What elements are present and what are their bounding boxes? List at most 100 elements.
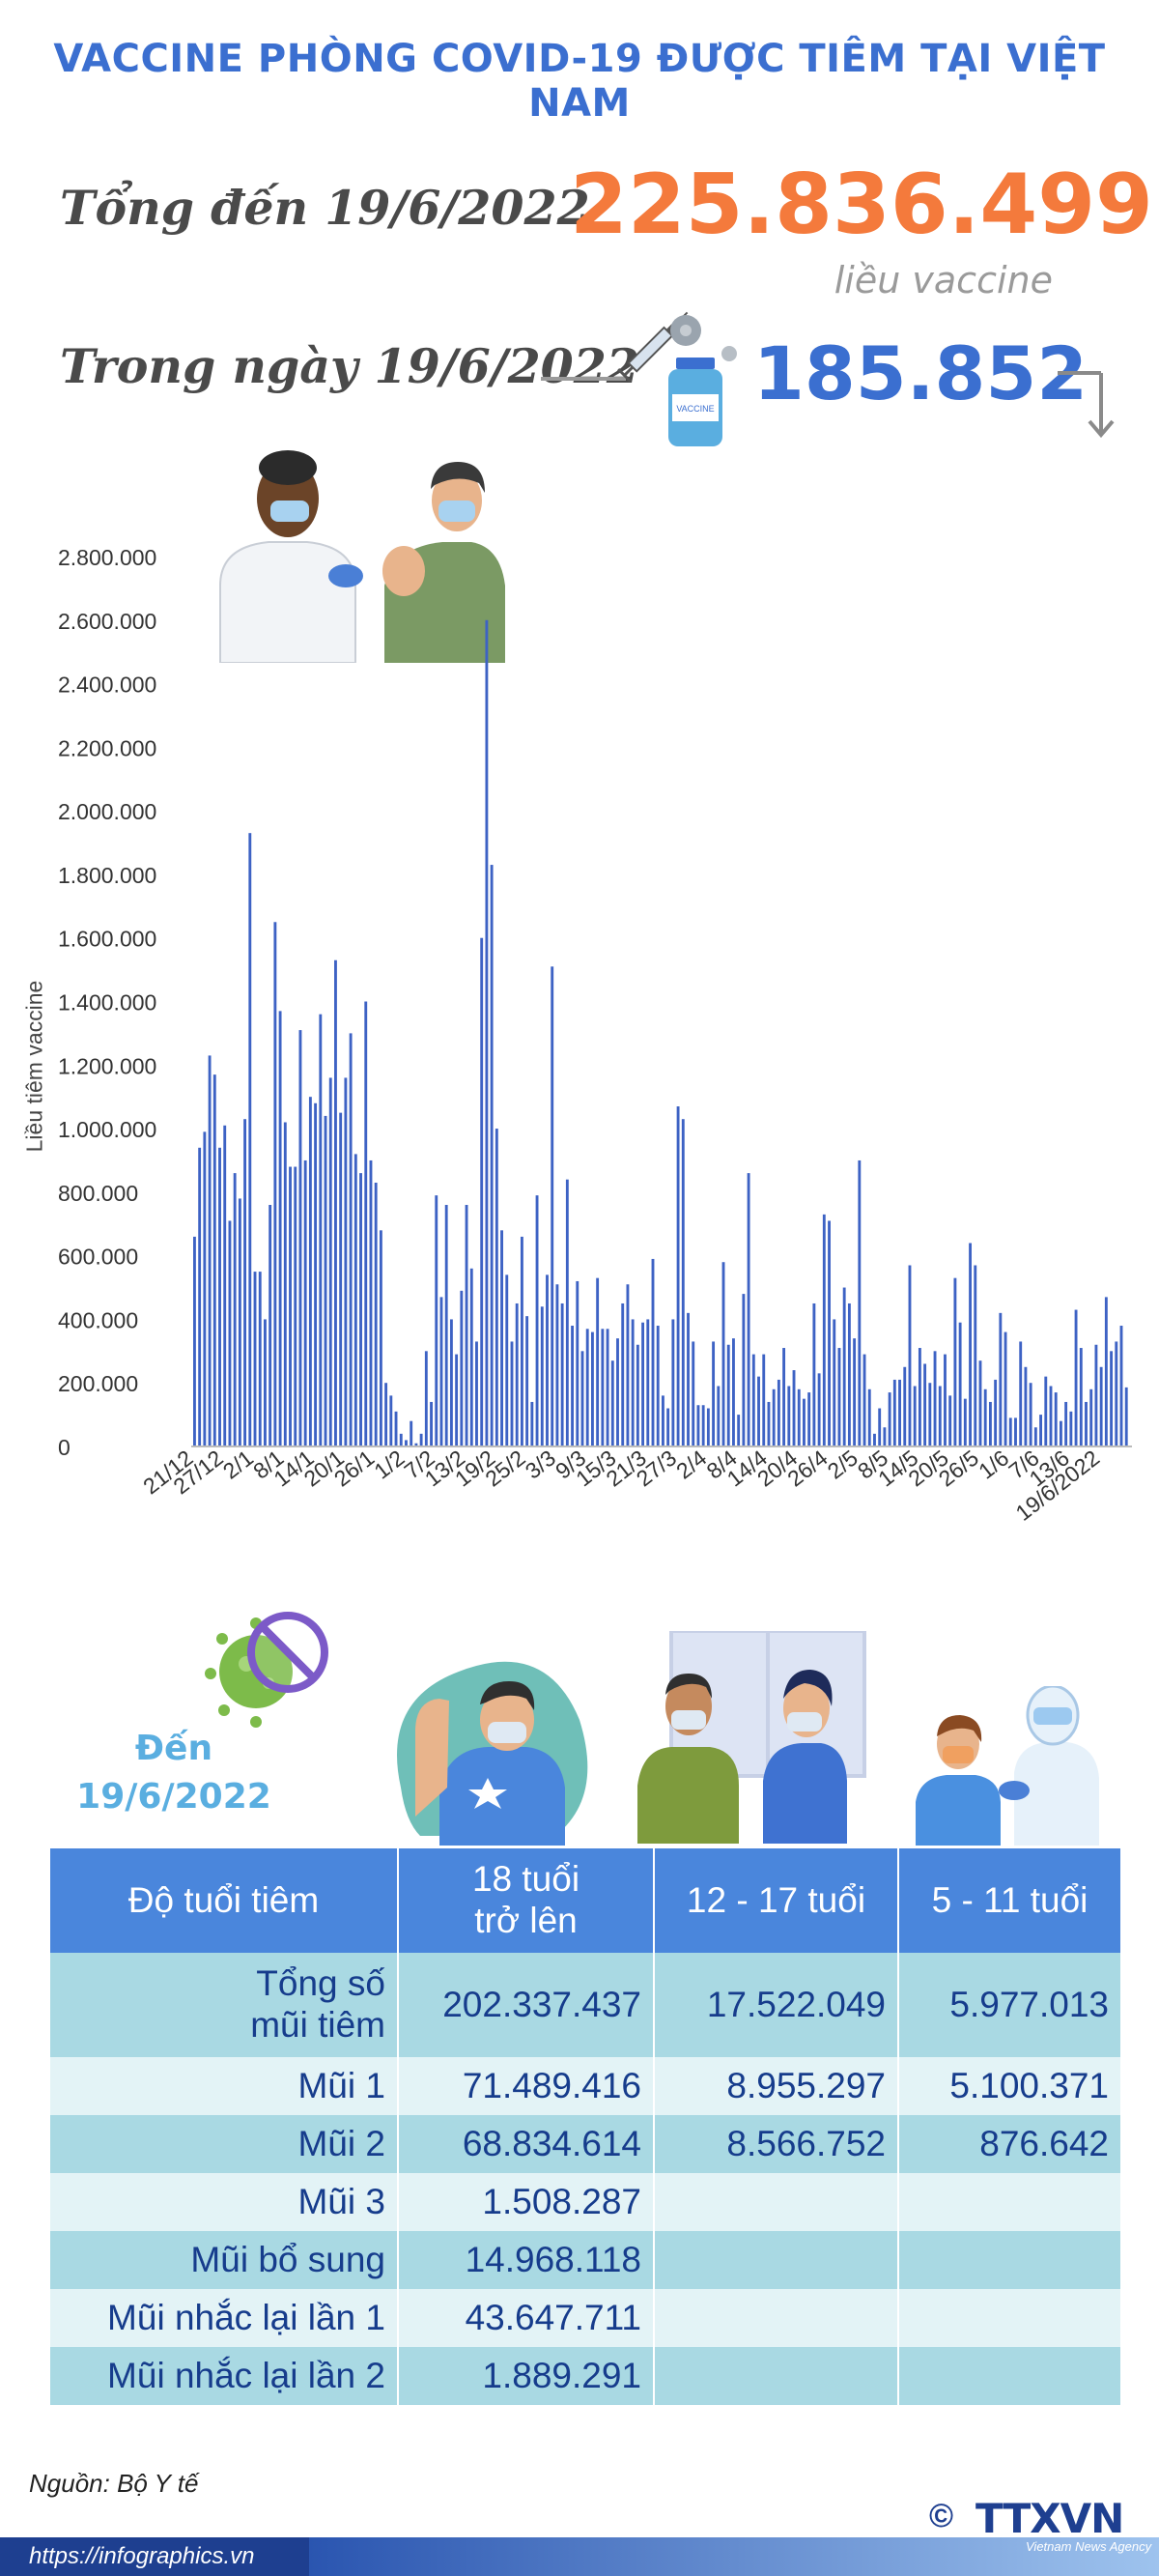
y-tick-label: 2.400.000 [58,673,156,698]
bar [1115,1341,1118,1446]
bar [419,1433,423,1446]
bar [751,1354,755,1446]
bar [948,1395,952,1446]
cell-5-11 [899,2231,1120,2289]
bar [328,1077,332,1446]
bar [666,1408,670,1446]
bar [988,1401,992,1446]
total-value: 225.836.499 [570,157,1153,253]
until-line-1: Đến [134,1729,213,1768]
teen-vaccination-illustration [637,1631,866,1844]
cell-5-11: 5.977.013 [899,1953,1120,2057]
bar [465,1205,468,1446]
bar [480,937,484,1446]
vaccinated-adult-illustration [397,1661,588,1846]
bar [515,1302,519,1446]
bar [565,1179,569,1446]
bar [1014,1417,1017,1446]
bar [1110,1351,1114,1446]
bar [596,1277,600,1446]
table-row: Mũi nhắc lại lần 1 43.647.711 [50,2289,1120,2347]
bar [369,1159,373,1446]
bar [726,1344,730,1446]
bar [606,1329,609,1446]
y-tick-label: 1.800.000 [58,863,156,888]
bar [449,1319,453,1446]
bar [873,1433,876,1446]
y-tick-label: 2.200.000 [58,735,156,760]
bar [822,1214,826,1446]
bar [692,1341,695,1446]
cell-5-11 [899,2347,1120,2405]
bar [888,1392,891,1446]
bar [862,1354,866,1446]
bar [344,1077,348,1446]
bar [1064,1401,1068,1446]
table-row: Mũi 2 68.834.614 8.566.752 876.642 [50,2115,1120,2173]
bar [898,1379,901,1446]
bar [1089,1388,1093,1446]
cell-12-17 [655,2231,899,2289]
until-date-label: Đến 19/6/2022 [58,1725,290,1822]
bar [364,1001,368,1446]
bar [847,1302,851,1446]
cell-18-plus: 68.834.614 [399,2115,655,2173]
bar [963,1398,967,1446]
bar [636,1344,639,1446]
header-12-17: 12 - 17 tuổi [655,1848,899,1953]
table-row: Tổng số mũi tiêm 202.337.437 17.522.049 … [50,1953,1120,2057]
prohibited-icon [247,1612,328,1693]
bar [1099,1366,1103,1446]
vial-label: VACCINE [676,404,714,414]
bar [475,1341,478,1446]
bar [999,1312,1003,1446]
bar [812,1302,816,1446]
bar [203,1131,207,1446]
bar [671,1319,675,1446]
total-label: Tổng đến 19/6/2022 [60,180,590,236]
bar [837,1348,841,1446]
bar [560,1302,564,1446]
bar [918,1348,921,1446]
y-tick-label: 2.800.000 [58,545,156,570]
bar [1019,1341,1023,1446]
bar [978,1360,982,1446]
bar [721,1262,725,1446]
bar [1059,1420,1062,1446]
bar [525,1316,529,1446]
bar [580,1351,584,1446]
bar [298,1030,302,1446]
bar [571,1326,574,1446]
row-label: Mũi 1 [50,2057,399,2115]
bar [1008,1417,1012,1446]
row-label-line-1: Tổng số [256,1963,385,2004]
bar [349,1033,353,1446]
bar [551,966,554,1446]
bar [444,1205,448,1446]
x-axis-ticks: 21/1227/122/18/114/120/126/11/27/213/219… [138,1445,1104,1526]
cell-12-17: 8.955.297 [655,2057,899,2115]
bar [1104,1297,1108,1446]
bar [485,619,489,1446]
bar [353,1154,357,1446]
cell-18-plus: 71.489.416 [399,2057,655,2115]
bar [576,1280,580,1446]
bar [424,1351,428,1446]
bar [334,959,337,1446]
bar [303,1159,307,1446]
footer-url-link[interactable]: https://infographics.vn [0,2537,309,2576]
bar [797,1388,801,1446]
bar [212,1074,216,1446]
bar [379,1230,382,1446]
row-label-line-2: mũi tiêm [250,2005,385,2045]
vaccination-bar-chart: 0 200.000 400.000 600.000 800.000 1.000.000 1.… [58,545,1132,1526]
bar [218,1147,221,1446]
bar [208,1055,212,1446]
bar [883,1427,887,1446]
bar [853,1338,857,1446]
table-row: Mũi bổ sung 14.968.118 [50,2231,1120,2289]
bar [359,1173,362,1446]
bar [892,1379,896,1446]
bar [264,1319,267,1446]
bar [1094,1344,1098,1446]
